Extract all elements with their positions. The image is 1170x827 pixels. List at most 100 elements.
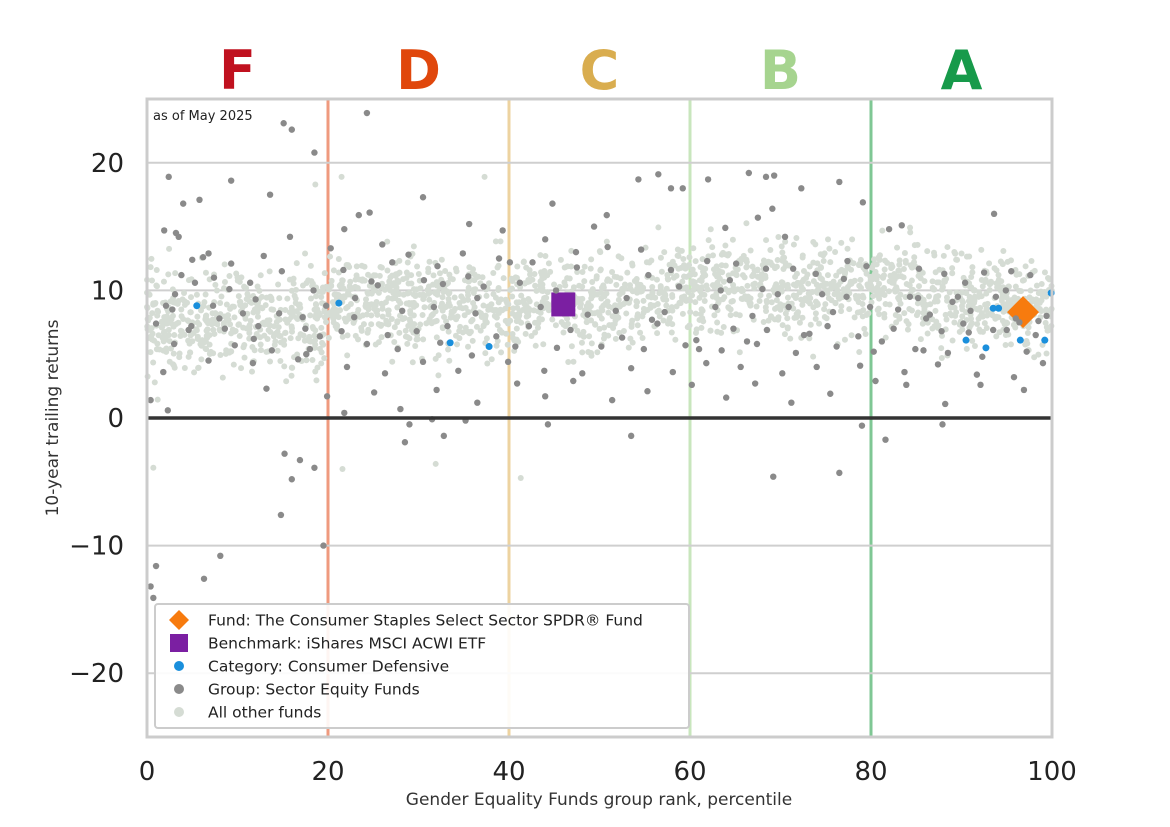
group-point-105	[399, 307, 406, 315]
other-fund-point-1685	[326, 310, 333, 317]
group-point-254	[552, 287, 560, 294]
other-fund-point-1244	[406, 316, 413, 323]
group-point-108	[537, 303, 544, 311]
other-fund-point-1007	[368, 321, 375, 328]
other-fund-point-1736	[686, 254, 693, 261]
group-point-156	[598, 343, 605, 350]
group-point-183	[779, 370, 786, 377]
other-fund-point-1578	[633, 298, 640, 305]
group-point-218	[544, 421, 552, 428]
other-fund-point-1607	[187, 309, 194, 316]
other-fund-point-567	[321, 355, 328, 362]
other-fund-point-1412	[726, 287, 733, 294]
other-fund-point-887	[169, 312, 176, 319]
group-point-223	[627, 432, 635, 440]
group-point-66	[529, 259, 536, 266]
group-point-101	[275, 310, 283, 317]
other-fund-point-2135	[439, 324, 446, 331]
other-fund-point-115	[257, 347, 264, 354]
other-fund-point-1325	[375, 339, 382, 346]
other-fund-point-693	[779, 249, 786, 256]
group-point-113	[749, 312, 756, 320]
other-fund-point-1328	[241, 342, 248, 349]
other-fund-point-1867	[552, 322, 559, 329]
other-fund-point-11	[978, 246, 985, 253]
other-fund-point-1351	[969, 337, 976, 344]
group-point-48	[754, 214, 762, 221]
other-fund-point-1224	[658, 268, 665, 275]
other-fund-point-145	[327, 253, 334, 260]
group-point-255	[495, 255, 503, 262]
other-fund-point-2040	[264, 336, 271, 343]
group-point-250	[667, 266, 675, 274]
group-point-225	[770, 473, 777, 480]
other-fund-point-1985	[490, 291, 497, 298]
other-fund-point-658	[378, 300, 385, 307]
other-fund-point-1688	[627, 335, 634, 342]
other-fund-point-489	[798, 296, 805, 303]
other-fund-point-1472	[276, 333, 283, 340]
other-fund-point-1348	[525, 296, 532, 303]
other-fund-point-1461	[739, 272, 746, 279]
other-fund-point-1955	[297, 304, 304, 311]
other-fund-point-294	[951, 249, 958, 256]
other-fund-point-2137	[396, 269, 403, 276]
other-fund-point-1714	[246, 335, 253, 342]
other-fund-point-1768	[898, 273, 905, 280]
other-fund-point-1554	[347, 301, 354, 308]
other-fund-point-1980	[966, 253, 973, 260]
other-fund-point-2030	[155, 308, 162, 315]
other-fund-point-1900	[793, 314, 800, 321]
other-fund-point-996	[544, 289, 551, 296]
other-fund-point-1966	[730, 282, 737, 289]
group-point-162	[833, 343, 840, 350]
other-fund-point-286	[557, 256, 564, 263]
legend-label-3: Group: Sector Equity Funds	[208, 681, 420, 699]
other-fund-point-1182	[832, 248, 839, 255]
group-point-1	[150, 594, 157, 602]
other-fund-point-1362	[863, 312, 870, 319]
other-fund-point-596	[191, 369, 198, 376]
other-fund-point-2047	[971, 287, 978, 294]
other-fund-point-604	[484, 360, 491, 367]
other-fund-point-1166	[368, 312, 375, 319]
group-point-27	[341, 225, 348, 233]
other-fund-point-2007	[562, 323, 569, 330]
group-point-195	[341, 409, 348, 417]
other-fund-point-1264	[607, 277, 614, 284]
other-fund-point-1490	[1041, 269, 1048, 276]
other-fund-point-1276	[498, 349, 505, 356]
other-fund-point-1791	[879, 273, 886, 280]
other-fund-point-2071	[818, 276, 825, 283]
other-fund-point-765	[314, 364, 321, 371]
other-fund-point-1573	[564, 315, 571, 322]
other-fund-point-1421	[226, 273, 233, 280]
group-point-165	[944, 349, 952, 357]
other-fund-point-1897	[742, 293, 749, 300]
other-fund-point-1852	[166, 245, 173, 252]
other-fund-point-1029	[848, 332, 855, 339]
other-fund-point-1631	[897, 291, 904, 298]
other-fund-point-1907	[633, 303, 640, 310]
other-fund-point-1653	[194, 313, 201, 320]
group-point-134	[654, 320, 661, 327]
group-point-49	[769, 205, 776, 212]
other-fund-point-2037	[242, 285, 249, 292]
other-fund-point-1389	[679, 278, 686, 285]
other-fund-point-1627	[464, 288, 471, 295]
other-fund-point-1863	[295, 335, 302, 342]
other-fund-point-1888	[689, 292, 696, 299]
group-point-63	[420, 276, 428, 284]
group-point-107	[472, 310, 479, 317]
other-fund-point-1032	[724, 252, 731, 259]
other-fund-point-968	[219, 374, 226, 381]
other-fund-point-897	[908, 277, 915, 284]
group-point-239	[726, 276, 734, 284]
group-point-210	[872, 377, 879, 385]
other-fund-point-1300	[881, 314, 888, 321]
group-point-125	[302, 325, 309, 332]
other-fund-point-655	[657, 254, 664, 261]
other-fund-point-2170	[352, 332, 359, 339]
other-fund-point-1704	[780, 265, 787, 272]
group-point-70	[675, 283, 683, 290]
